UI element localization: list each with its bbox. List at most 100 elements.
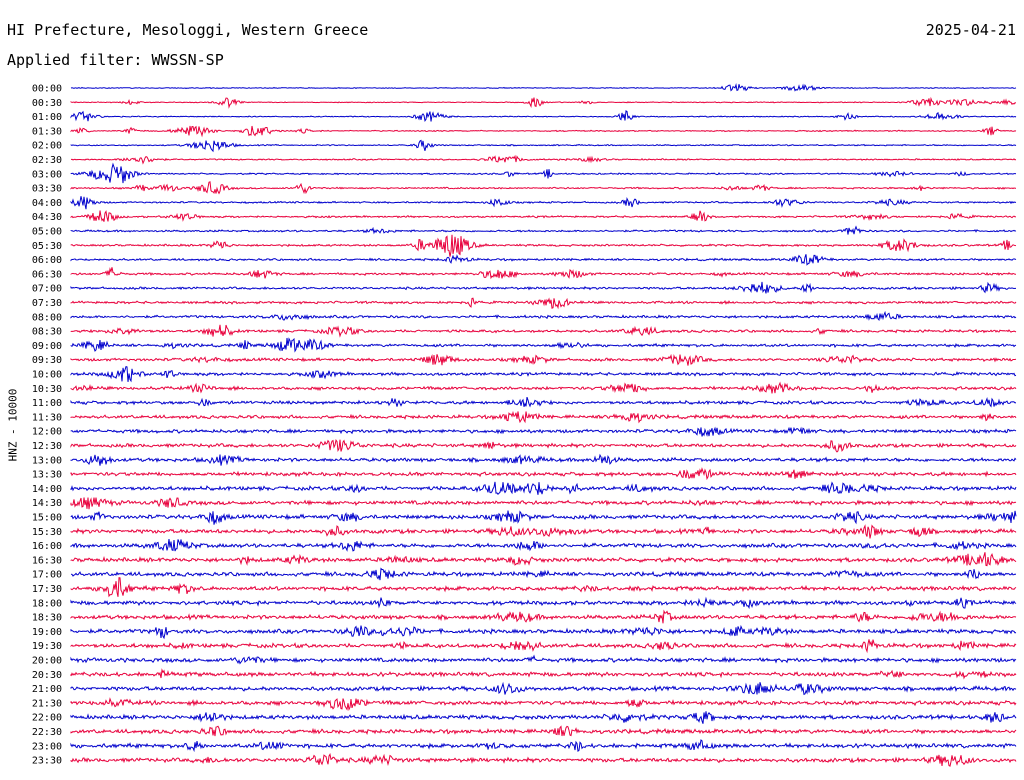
row-label-2130: 21:30 [32, 698, 62, 709]
row-label-1030: 10:30 [32, 384, 62, 395]
trace-1730 [70, 577, 1017, 598]
row-label-0130: 01:30 [32, 126, 62, 137]
row-label-1830: 18:30 [32, 613, 62, 624]
row-label-0030: 00:30 [32, 98, 62, 109]
trace-0700 [70, 281, 1016, 294]
row-label-0000: 00:00 [32, 84, 62, 95]
trace-0730 [70, 297, 1017, 310]
row-label-1630: 16:30 [32, 555, 62, 566]
trace-2130 [70, 697, 1017, 712]
trace-0800 [70, 310, 1017, 321]
row-label-2230: 22:30 [32, 727, 62, 738]
row-label-0300: 03:00 [32, 169, 62, 180]
trace-1500 [70, 510, 1017, 525]
trace-2100 [70, 681, 1017, 696]
trace-1200 [70, 426, 1017, 437]
row-label-1730: 17:30 [32, 584, 62, 595]
row-label-1800: 18:00 [32, 598, 62, 609]
trace-2000 [70, 654, 1017, 665]
trace-0000 [70, 83, 1017, 92]
row-label-1300: 13:00 [32, 455, 62, 466]
trace-0200 [70, 139, 1017, 153]
filter-label: Applied filter: WWSSN-SP [7, 51, 224, 69]
trace-1830 [70, 609, 1017, 624]
trace-0900 [70, 337, 1017, 353]
trace-0630 [70, 267, 1016, 280]
trace-1000 [70, 365, 1017, 383]
trace-2030 [70, 668, 1017, 680]
row-label-2300: 23:00 [32, 741, 62, 752]
trace-0130 [70, 125, 1017, 138]
trace-0230 [70, 154, 1017, 165]
trace-1900 [70, 624, 1017, 640]
row-label-0730: 07:30 [32, 298, 62, 309]
trace-1300 [70, 453, 1017, 466]
row-label-0230: 02:30 [32, 155, 62, 166]
row-label-1400: 14:00 [32, 484, 62, 495]
station-title: HI Prefecture, Mesologgi, Western Greece [7, 21, 369, 39]
trace-0930 [70, 353, 1017, 366]
row-label-0530: 05:30 [32, 241, 62, 252]
trace-1030 [70, 381, 1017, 394]
trace-1130 [70, 410, 1017, 424]
trace-1630 [70, 552, 1017, 567]
row-label-2330: 23:30 [32, 756, 62, 767]
trace-0500 [70, 225, 1017, 235]
date-label: 2025-04-21 [925, 21, 1016, 39]
row-label-0500: 05:00 [32, 227, 62, 238]
row-label-1500: 15:00 [32, 513, 62, 524]
trace-1400 [70, 481, 1017, 495]
row-label-0100: 01:00 [32, 112, 62, 123]
trace-1100 [70, 396, 1017, 408]
trace-0400 [70, 196, 1017, 210]
row-label-1130: 11:30 [32, 412, 62, 423]
row-label-1200: 12:00 [32, 427, 62, 438]
row-label-1900: 19:00 [32, 627, 62, 638]
row-label-0600: 06:00 [32, 255, 62, 266]
row-label-0400: 04:00 [32, 198, 62, 209]
row-label-0830: 08:30 [32, 327, 62, 338]
trace-1600 [70, 539, 1017, 552]
trace-1430 [70, 497, 1017, 510]
trace-1330 [70, 467, 1017, 481]
trace-1230 [70, 438, 1017, 453]
trace-2200 [70, 711, 1017, 724]
row-label-1000: 10:00 [32, 370, 62, 381]
row-label-1600: 16:00 [32, 541, 62, 552]
row-label-0700: 07:00 [32, 284, 62, 295]
trace-1930 [70, 639, 1017, 654]
row-label-1430: 14:30 [32, 498, 62, 509]
trace-0100 [70, 110, 1017, 122]
trace-1800 [70, 596, 1017, 610]
trace-2230 [70, 725, 1017, 737]
row-label-0800: 08:00 [32, 312, 62, 323]
row-label-2200: 22:00 [32, 713, 62, 724]
row-label-0200: 02:00 [32, 141, 62, 152]
row-label-0630: 06:30 [32, 269, 62, 280]
trace-0030 [70, 96, 1017, 109]
trace-2330 [70, 753, 1017, 767]
trace-0300 [70, 162, 1017, 184]
row-label-2000: 20:00 [32, 656, 62, 667]
trace-0330 [70, 181, 1016, 195]
trace-2300 [70, 739, 1017, 753]
row-label-0930: 09:30 [32, 355, 62, 366]
row-label-2100: 21:00 [32, 684, 62, 695]
row-label-1230: 12:30 [32, 441, 62, 452]
row-label-1930: 19:30 [32, 641, 62, 652]
trace-0530 [70, 234, 1017, 257]
row-label-0330: 03:30 [32, 184, 62, 195]
trace-0830 [70, 324, 1017, 338]
row-label-0900: 09:00 [32, 341, 62, 352]
row-label-0430: 04:30 [32, 212, 62, 223]
row-label-2030: 20:30 [32, 670, 62, 681]
trace-0430 [70, 210, 1017, 222]
row-label-1330: 13:30 [32, 470, 62, 481]
trace-0600 [70, 254, 1017, 266]
row-label-1100: 11:00 [32, 398, 62, 409]
row-label-1700: 17:00 [32, 570, 62, 581]
row-label-1530: 15:30 [32, 527, 62, 538]
trace-1700 [70, 567, 1017, 581]
trace-1530 [70, 524, 1017, 539]
